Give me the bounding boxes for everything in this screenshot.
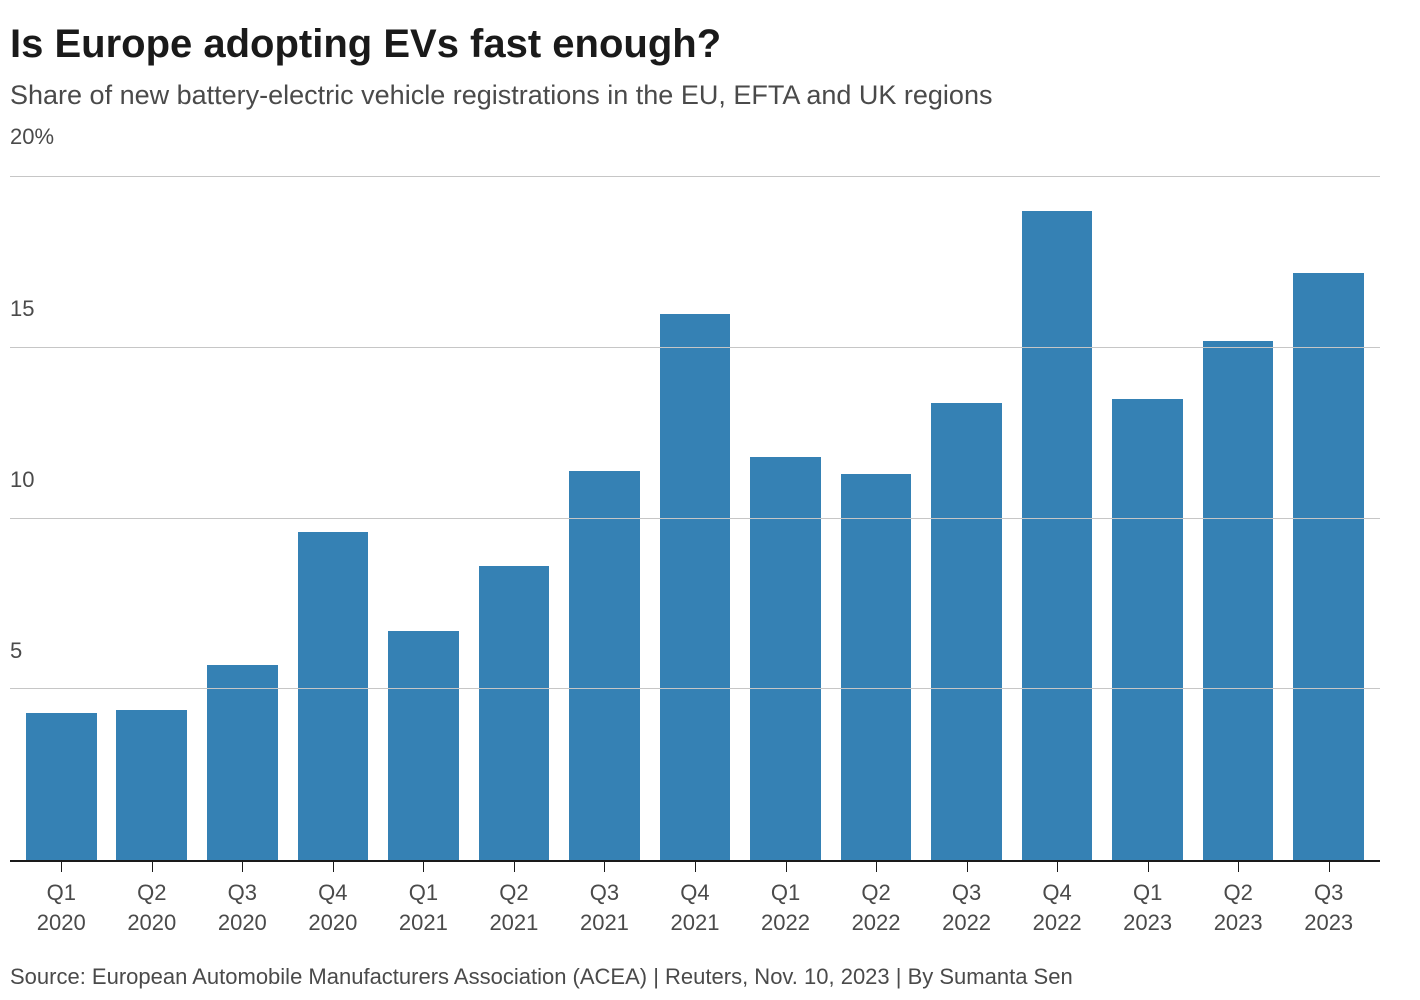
bar-slot	[378, 143, 469, 860]
y-tick-label: 5	[10, 638, 60, 664]
x-tick-label: Q2 2020	[127, 878, 176, 937]
chart-source: Source: European Automobile Manufacturer…	[10, 942, 1410, 990]
x-tickmark	[1329, 862, 1330, 872]
x-tick-label: Q2 2021	[489, 878, 538, 937]
x-tick-label: Q3 2020	[218, 878, 267, 937]
bar	[388, 631, 459, 860]
x-tick-label: Q1 2021	[399, 878, 448, 937]
x-tick-slot: Q2 2022	[831, 862, 922, 942]
x-tick-label: Q1 2020	[37, 878, 86, 937]
x-tickmark	[152, 862, 153, 872]
bar-slot	[1283, 143, 1374, 860]
x-tick-slot: Q3 2020	[197, 862, 288, 942]
bar-slot	[197, 143, 288, 860]
x-tick-slot: Q3 2021	[559, 862, 650, 942]
plot-region	[10, 143, 1380, 862]
x-tickmark	[1238, 862, 1239, 872]
bar-slot	[740, 143, 831, 860]
x-axis: Q1 2020 Q2 2020 Q3 2020 Q4 2020 Q1 2021 Q2 20…	[10, 862, 1380, 942]
x-tick-slot: Q2 2023	[1193, 862, 1284, 942]
y-axis: 5101520%	[10, 143, 65, 862]
gridline	[10, 688, 1380, 689]
y-tick-label: 15	[10, 296, 60, 322]
bar-slot	[559, 143, 650, 860]
x-tick-slot: Q4 2020	[288, 862, 379, 942]
bar	[298, 532, 369, 860]
bar-slot	[288, 143, 379, 860]
x-tickmark	[695, 862, 696, 872]
x-tickmark	[333, 862, 334, 872]
x-tick-slot: Q1 2023	[1102, 862, 1193, 942]
x-tickmark	[786, 862, 787, 872]
bar	[479, 566, 550, 860]
x-tickmark	[423, 862, 424, 872]
y-tick-label: 20%	[10, 124, 60, 150]
x-tick-slot: Q4 2021	[650, 862, 741, 942]
bar	[1022, 211, 1093, 860]
gridline	[10, 518, 1380, 519]
x-tickmark	[1057, 862, 1058, 872]
bar	[931, 403, 1002, 860]
x-tick-slot: Q2 2021	[469, 862, 560, 942]
x-tick-slot: Q4 2022	[1012, 862, 1103, 942]
x-tickmark	[61, 862, 62, 872]
bar	[1112, 399, 1183, 860]
bar-slot	[650, 143, 741, 860]
chart-title: Is Europe adopting EVs fast enough?	[10, 20, 1410, 68]
bar	[207, 665, 278, 860]
gridline	[10, 176, 1380, 177]
x-tick-label: Q4 2020	[308, 878, 357, 937]
x-tick-label: Q2 2022	[852, 878, 901, 937]
x-tick-label: Q3 2021	[580, 878, 629, 937]
bar	[1293, 273, 1364, 860]
gridline	[10, 347, 1380, 348]
x-tick-slot: Q1 2021	[378, 862, 469, 942]
x-tickmark	[876, 862, 877, 872]
bar-slot	[469, 143, 560, 860]
x-tick-slot: Q2 2020	[107, 862, 198, 942]
x-tickmark	[604, 862, 605, 872]
bar-slot	[921, 143, 1012, 860]
x-tick-label: Q2 2023	[1214, 878, 1263, 937]
bar-slot	[831, 143, 922, 860]
x-tick-slot: Q3 2023	[1283, 862, 1374, 942]
x-tick-slot: Q1 2022	[740, 862, 831, 942]
bar	[841, 474, 912, 860]
x-tick-label: Q3 2022	[942, 878, 991, 937]
x-tick-label: Q4 2021	[671, 878, 720, 937]
bar-slot	[1102, 143, 1193, 860]
x-tickmark	[514, 862, 515, 872]
bar	[569, 471, 640, 860]
x-tickmark	[967, 862, 968, 872]
chart-container: Is Europe adopting EVs fast enough? Shar…	[0, 0, 1420, 1000]
bar	[1203, 341, 1274, 860]
x-tick-label: Q1 2023	[1123, 878, 1172, 937]
x-tick-label: Q3 2023	[1304, 878, 1353, 937]
y-tick-label: 10	[10, 467, 60, 493]
x-tick-slot: Q1 2020	[16, 862, 107, 942]
chart-area: 5101520% Q1 2020Q2 2020Q3 2020Q4 2020Q1 …	[10, 143, 1380, 942]
chart-subtitle: Share of new battery-electric vehicle re…	[10, 78, 1410, 113]
bar-slot	[1012, 143, 1103, 860]
x-tick-label: Q1 2022	[761, 878, 810, 937]
x-tick-slot: Q3 2022	[921, 862, 1012, 942]
bar-slot	[1193, 143, 1284, 860]
bar-slot	[107, 143, 198, 860]
bar	[116, 710, 187, 860]
x-tickmark	[1148, 862, 1149, 872]
bars-group	[10, 143, 1380, 860]
x-tickmark	[242, 862, 243, 872]
bar	[660, 314, 731, 860]
x-tick-label: Q4 2022	[1033, 878, 1082, 937]
